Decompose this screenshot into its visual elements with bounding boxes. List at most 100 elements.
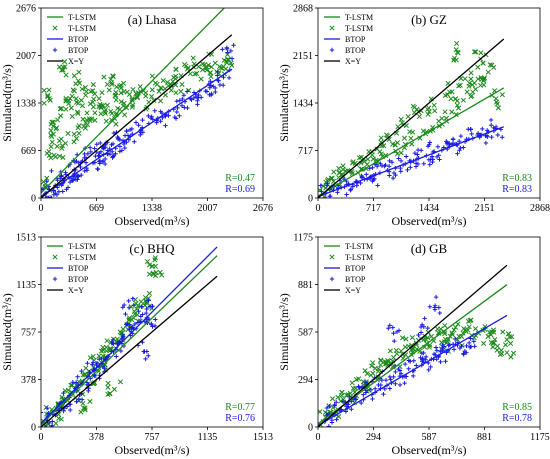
data-point xyxy=(107,345,114,351)
data-point xyxy=(185,65,191,71)
data-point xyxy=(81,405,87,411)
data-point xyxy=(217,63,223,70)
data-point xyxy=(104,102,110,108)
data-point xyxy=(318,183,323,188)
data-point xyxy=(413,164,419,169)
data-point xyxy=(117,339,122,345)
data-point xyxy=(55,117,61,123)
legend-label: X=Y xyxy=(68,57,84,66)
x-tick-label: 1135 xyxy=(198,432,218,443)
data-point xyxy=(486,329,493,335)
data-point xyxy=(391,374,396,380)
data-point xyxy=(87,370,92,375)
data-point xyxy=(73,380,79,385)
data-point xyxy=(489,134,494,140)
data-point xyxy=(416,113,422,120)
data-point xyxy=(57,106,63,112)
data-point xyxy=(126,298,131,304)
data-point xyxy=(435,144,441,149)
data-point xyxy=(111,386,117,392)
data-point xyxy=(433,345,439,350)
data-point xyxy=(473,86,479,92)
data-point xyxy=(71,139,77,145)
r-value-label: R=0.77 xyxy=(225,402,255,413)
data-point xyxy=(350,159,356,165)
data-point xyxy=(175,105,180,111)
x-tick-label: 587 xyxy=(422,432,437,443)
data-point xyxy=(415,161,421,167)
data-point xyxy=(359,173,364,179)
data-point xyxy=(226,56,232,63)
data-point xyxy=(460,330,466,336)
data-point xyxy=(60,154,66,161)
legend: T-LSTM T-LSTM BTOP BTOP X=Y xyxy=(47,13,96,66)
data-point xyxy=(196,95,201,100)
data-point xyxy=(149,94,155,100)
data-point xyxy=(178,88,184,94)
data-point xyxy=(370,156,376,162)
data-point xyxy=(403,336,409,342)
data-point xyxy=(87,145,93,150)
data-point xyxy=(389,160,395,165)
data-point xyxy=(329,396,336,402)
data-point xyxy=(68,407,73,413)
data-point xyxy=(79,378,85,384)
data-point xyxy=(444,141,450,147)
data-point xyxy=(481,82,487,88)
data-point xyxy=(358,400,364,406)
data-point xyxy=(84,122,91,128)
data-point xyxy=(386,164,392,169)
fit-line xyxy=(41,8,226,194)
data-point xyxy=(431,351,437,357)
data-point xyxy=(101,74,107,80)
data-point xyxy=(339,389,345,395)
data-point xyxy=(88,149,93,155)
data-point xyxy=(390,175,396,181)
data-point xyxy=(111,130,117,136)
data-point xyxy=(231,43,236,48)
y-axis-label: Simulated(m³/s) xyxy=(277,293,291,371)
data-point xyxy=(427,140,433,145)
data-point xyxy=(367,166,372,171)
data-point xyxy=(143,356,148,362)
data-point xyxy=(118,348,124,354)
data-point xyxy=(480,60,486,66)
data-point xyxy=(43,195,48,198)
data-point xyxy=(118,99,124,105)
data-point xyxy=(481,340,487,346)
data-point xyxy=(79,103,86,109)
data-point xyxy=(469,93,475,99)
data-point xyxy=(189,97,194,102)
data-point xyxy=(385,357,391,364)
data-point xyxy=(139,304,144,309)
data-point xyxy=(92,110,98,116)
data-point xyxy=(180,96,185,102)
data-point xyxy=(356,376,362,382)
data-point xyxy=(158,85,164,91)
data-point xyxy=(49,195,54,198)
data-point xyxy=(137,84,143,90)
data-point xyxy=(114,354,119,359)
data-point xyxy=(398,116,404,122)
legend-label: X=Y xyxy=(345,57,361,66)
data-point xyxy=(90,104,96,110)
data-point xyxy=(428,157,433,162)
data-point xyxy=(146,298,151,303)
data-point xyxy=(62,59,68,65)
data-point xyxy=(89,116,95,122)
data-point xyxy=(451,327,457,333)
y-tick-label: 669 xyxy=(21,146,36,157)
data-point xyxy=(451,136,456,142)
data-point xyxy=(47,420,52,426)
data-point xyxy=(143,310,149,316)
data-point xyxy=(387,173,392,178)
data-point xyxy=(97,158,103,163)
data-point xyxy=(423,357,428,362)
data-point xyxy=(203,65,210,71)
data-point xyxy=(63,170,68,175)
data-point xyxy=(173,116,179,121)
data-point xyxy=(498,347,504,353)
data-point xyxy=(107,391,113,397)
x-tick-label: 881 xyxy=(477,432,492,443)
data-point xyxy=(406,366,411,371)
